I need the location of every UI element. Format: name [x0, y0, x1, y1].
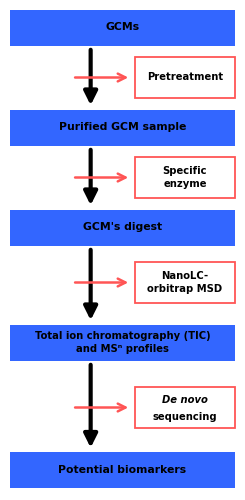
FancyBboxPatch shape: [10, 324, 235, 360]
FancyBboxPatch shape: [10, 10, 235, 46]
FancyBboxPatch shape: [135, 387, 235, 428]
Text: Purified GCM sample: Purified GCM sample: [59, 122, 186, 132]
Text: GCM's digest: GCM's digest: [83, 222, 162, 232]
Text: De novo: De novo: [162, 395, 208, 405]
Text: sequencing: sequencing: [153, 412, 217, 422]
FancyBboxPatch shape: [10, 452, 235, 488]
Text: NanoLC-
orbitrap MSD: NanoLC- orbitrap MSD: [147, 272, 222, 293]
FancyBboxPatch shape: [135, 262, 235, 303]
FancyBboxPatch shape: [135, 57, 235, 98]
Text: Total ion chromatography (TIC)
and MSⁿ profiles: Total ion chromatography (TIC) and MSⁿ p…: [35, 332, 210, 353]
FancyBboxPatch shape: [10, 210, 235, 246]
Text: Specific
enzyme: Specific enzyme: [163, 166, 207, 188]
FancyBboxPatch shape: [10, 110, 235, 146]
Text: Potential biomarkers: Potential biomarkers: [59, 465, 186, 475]
FancyBboxPatch shape: [135, 157, 235, 198]
Text: GCMs: GCMs: [105, 22, 140, 32]
Text: Pretreatment: Pretreatment: [147, 72, 223, 83]
